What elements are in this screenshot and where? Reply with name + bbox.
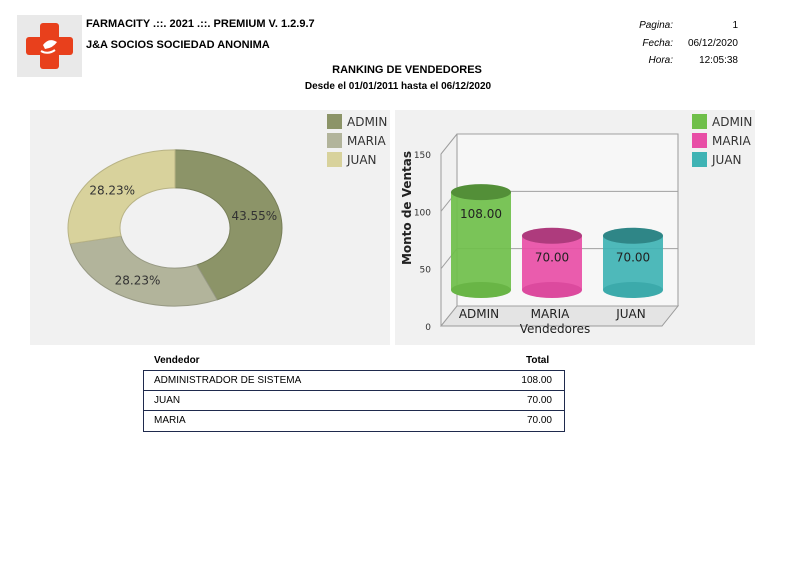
y-axis-label: Monto de Ventas <box>400 151 414 265</box>
legend-swatch <box>692 133 707 148</box>
company-subtitle: J&A SOCIOS SOCIEDAD ANONIMA <box>86 39 270 51</box>
donut-chart-panel: 43.55% 28.23% 28.23% ADMIN MARIA JUAN <box>30 110 390 345</box>
table-row: MARIA 70.00 <box>144 411 564 431</box>
date-label: Fecha: <box>642 38 673 49</box>
donut-chart: 43.55% 28.23% 28.23% ADMIN MARIA JUAN <box>67 114 387 307</box>
company-logo <box>17 15 82 77</box>
donut-slice-label: 28.23% <box>89 184 135 198</box>
bar-value-label: 70.00 <box>616 251 650 265</box>
legend-swatch <box>327 114 342 129</box>
bar-chart: 0 50 100 150 108.00 ADMIN 70.00 MARIA 70.00 JUAN… <box>400 114 752 336</box>
bar-juan <box>603 235 663 290</box>
x-tick-label: MARIA <box>531 307 570 321</box>
legend-label: ADMIN <box>347 115 387 129</box>
page-value: 1 <box>732 20 738 31</box>
bar-top <box>522 227 582 244</box>
bar-top <box>451 184 511 201</box>
sales-table: ADMINISTRADOR DE SISTEMA 108.00 JUAN 70.… <box>143 370 565 432</box>
seller-name: ADMINISTRADOR DE SISTEMA <box>154 375 302 386</box>
legend-swatch <box>327 152 342 167</box>
seller-name: MARIA <box>154 415 186 426</box>
table-row: JUAN 70.00 <box>144 391 564 411</box>
legend-label: ADMIN <box>712 115 752 129</box>
donut-slice-admin <box>174 149 283 301</box>
bar-maria <box>522 235 582 290</box>
y-tick-label: 100 <box>414 208 431 218</box>
donut-slice-juan <box>67 149 176 245</box>
pharmacy-cross-icon <box>26 23 73 69</box>
table-row: ADMINISTRADOR DE SISTEMA 108.00 <box>144 371 564 391</box>
bar-value-label: 70.00 <box>535 251 569 265</box>
seller-total: 70.00 <box>526 415 552 426</box>
column-header-vendedor: Vendedor <box>154 355 200 366</box>
y-tick-label: 0 <box>425 323 431 333</box>
legend-label: JUAN <box>346 153 377 167</box>
report-date-range: Desde el 01/01/2011 hasta el 06/12/2020 <box>304 81 492 92</box>
bar-chart-panel: 0 50 100 150 108.00 ADMIN 70.00 MARIA 70.00 JUAN… <box>395 110 755 345</box>
seller-name: JUAN <box>154 395 181 406</box>
page-label: Pagina: <box>639 20 673 31</box>
bar-admin <box>451 192 511 290</box>
report-title: RANKING DE VENDEDORES <box>332 64 482 76</box>
legend-label: MARIA <box>347 134 386 148</box>
time-label: Hora: <box>648 55 673 66</box>
donut-slice-maria <box>69 235 218 307</box>
donut-slice-label: 43.55% <box>231 209 277 223</box>
legend-label: MARIA <box>712 134 751 148</box>
x-axis-label: Vendedores <box>520 322 591 336</box>
seller-total: 108.00 <box>521 375 552 386</box>
x-tick-label: ADMIN <box>459 307 499 321</box>
y-tick-label: 50 <box>420 266 432 276</box>
seller-total: 70.00 <box>526 395 552 406</box>
date-value: 06/12/2020 <box>687 38 738 49</box>
y-tick-label: 150 <box>414 151 431 161</box>
legend-swatch <box>692 152 707 167</box>
legend-swatch <box>327 133 342 148</box>
legend-label: JUAN <box>711 153 742 167</box>
x-tick-label: JUAN <box>615 307 646 321</box>
column-header-total: Total <box>526 355 550 366</box>
bar-value-label: 108.00 <box>460 207 502 221</box>
bar-top <box>603 227 663 244</box>
legend-swatch <box>692 114 707 129</box>
donut-slice-label: 28.23% <box>115 273 161 287</box>
time-value: 12:05:38 <box>699 55 738 66</box>
company-name: FARMACITY .::. 2021 .::. PREMIUM V. 1.2.… <box>86 18 315 30</box>
